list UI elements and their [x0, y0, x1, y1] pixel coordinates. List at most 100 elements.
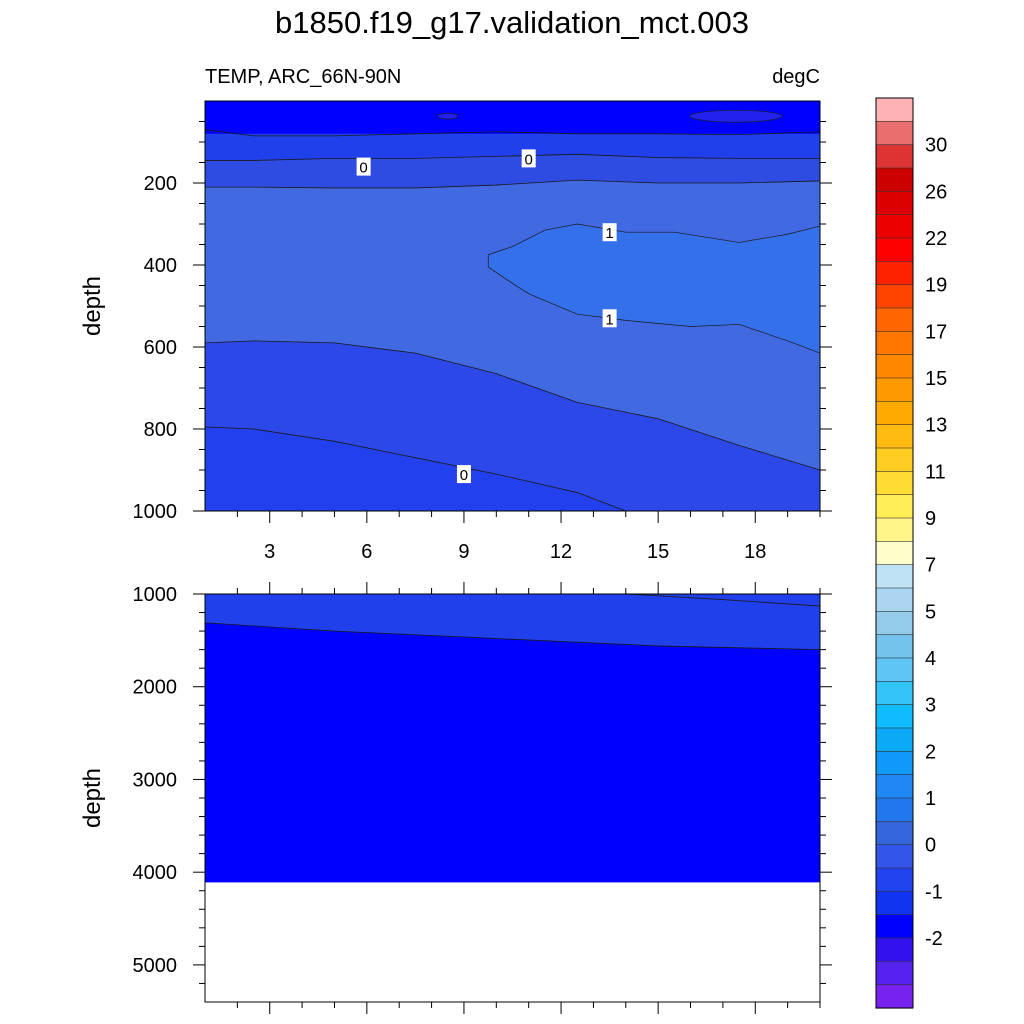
chart-title: b1850.f19_g17.validation_mct.003 [275, 5, 749, 40]
colorbar-label: 9 [925, 508, 936, 530]
colorbar-swatch [875, 237, 914, 262]
upper-x-tick-label: 3 [264, 541, 275, 563]
colorbar-swatch [875, 844, 914, 869]
colorbar-swatch [875, 97, 914, 122]
colorbar-swatch [875, 307, 914, 332]
contour-line-05 [205, 179, 821, 189]
colorbar-label: 13 [925, 415, 947, 437]
upper-y-tick-label: 600 [144, 337, 177, 359]
cold-patch-small [437, 112, 459, 120]
colorbar-swatch [875, 821, 914, 846]
contour-label: 1 [605, 225, 613, 242]
lower-y-tick-label: 3000 [133, 769, 178, 791]
contour-label-box [356, 157, 371, 176]
colorbar-swatch [875, 167, 914, 192]
colorbar-swatch [875, 517, 914, 542]
upper-y-tick-label: 200 [144, 173, 177, 195]
colorbar-swatch [875, 354, 914, 379]
contour-line-minus05 [204, 129, 821, 137]
lower-y-tick-label: 2000 [133, 677, 178, 699]
contour-label-box [456, 465, 471, 484]
colorbar-label: -1 [925, 881, 943, 903]
colorbar-label: 19 [925, 275, 947, 297]
colorbar-swatch [875, 377, 914, 402]
colorbar-swatch [875, 704, 914, 729]
upper-x-tick-label: 9 [458, 541, 469, 563]
units-label: degC [772, 66, 820, 88]
contour-label-box [602, 309, 617, 328]
colorbar-label: 22 [925, 228, 947, 250]
colorbar-swatch [875, 401, 914, 426]
contour-label: 1 [605, 311, 613, 328]
colorbar-swatch [875, 261, 914, 286]
contour-label: 0 [460, 467, 468, 484]
colorbar-swatch [875, 587, 914, 612]
colorbar-swatch [875, 751, 914, 776]
contour-line-deep-0 [204, 426, 626, 512]
colorbar-swatch [875, 541, 914, 566]
lower-panel: 1000 2000 3000 4000 5000 [133, 582, 832, 1014]
colorbar-swatch [875, 867, 914, 892]
upper-y-tick-label: 800 [144, 419, 177, 441]
contour-label: 0 [359, 160, 367, 177]
colorbar-swatch [875, 657, 914, 682]
colorbar-swatch [875, 914, 914, 939]
colorbar-label: -2 [925, 928, 943, 950]
colorbar-swatch [875, 214, 914, 239]
colorbar-swatch [875, 937, 914, 962]
colorbar-swatch [875, 961, 914, 986]
colorbar-swatch [875, 564, 914, 589]
colorbar-label: 2 [925, 741, 936, 763]
colorbar-swatch [875, 191, 914, 216]
colorbar-swatch [875, 727, 914, 752]
colorbar-label: 3 [925, 695, 936, 717]
colorbar-label: 7 [925, 555, 936, 577]
colorbar-frame [875, 97, 914, 1009]
colorbar: 30 26 22 19 17 15 13 11 9 7 5 4 3 2 1 0 -1 -2 [875, 97, 947, 1009]
colorbar-swatch [875, 681, 914, 706]
lower-contour-line [204, 622, 821, 651]
colorbar-swatch [875, 634, 914, 659]
colorbar-label: 4 [925, 648, 936, 670]
colorbar-swatch [875, 331, 914, 356]
contour-label: 0 [525, 151, 533, 168]
lower-region-minus05 [205, 594, 820, 650]
lower-contour-line-2 [625, 593, 821, 607]
colorbar-swatch [875, 494, 914, 519]
colorbar-label: 1 [925, 788, 936, 810]
colorbar-label: 5 [925, 601, 936, 623]
variable-label: TEMP, ARC_66N-90N [205, 66, 401, 88]
colorbar-swatch [875, 471, 914, 496]
upper-panel: 0 0 1 1 0 200 400 600 800 1000 3 6 9 12 15 18 [133, 100, 832, 563]
colorbar-swatch [875, 284, 914, 309]
lower-y-tick-label: 4000 [133, 862, 178, 884]
colorbar-label: 26 [925, 181, 947, 203]
upper-x-tick-label: 6 [361, 541, 372, 563]
contour-label-box [602, 223, 617, 242]
contour-line-0 [205, 153, 820, 161]
colorbar-swatch [875, 891, 914, 916]
colorbar-label: 11 [925, 461, 946, 483]
contour-region-deep-0 [205, 426, 626, 511]
cold-patch-large [689, 109, 783, 123]
colorbar-swatch [875, 611, 914, 636]
colorbar-swatch [875, 774, 914, 799]
colorbar-swatch [875, 797, 914, 822]
upper-y-tick-label: 400 [144, 255, 177, 277]
colorbar-swatch [875, 984, 914, 1009]
contour-line-deep-05 [204, 340, 821, 471]
colorbar-swatch [875, 424, 914, 449]
colorbar-label: 15 [925, 368, 947, 390]
colorbar-label: 17 [925, 321, 947, 343]
colorbar-label: 0 [925, 835, 936, 857]
lower-y-axis-label: depth [79, 768, 106, 828]
colorbar-swatch [875, 121, 914, 146]
colorbar-label: 30 [925, 135, 947, 157]
upper-x-tick-label: 18 [744, 541, 766, 563]
lower-y-tick-label: 5000 [133, 955, 178, 977]
contour-label-box [521, 149, 536, 168]
upper-y-axis-label: depth [79, 276, 106, 336]
upper-x-tick-label: 15 [647, 541, 669, 563]
upper-y-tick-label: 1000 [133, 501, 178, 523]
